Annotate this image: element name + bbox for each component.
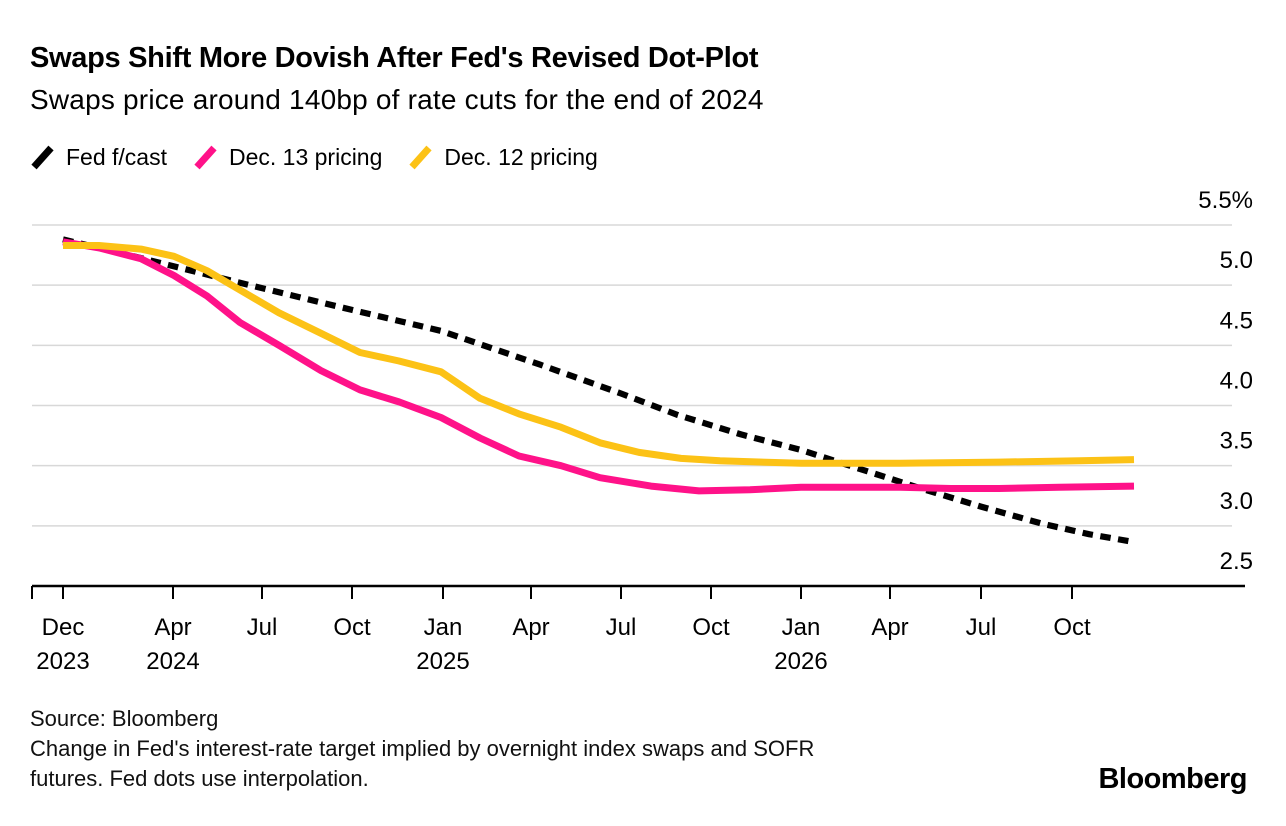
source-note: Source: Bloomberg [30,706,219,731]
fed-fcast-slash-icon [31,145,54,170]
chart-title: Swaps Shift More Dovish After Fed's Revi… [30,42,759,74]
footer: Source: Bloomberg Change in Fed's intere… [30,704,814,794]
x-axis-year-2026: 2026 [774,648,827,675]
x-axis-month-Jul: Jul [606,614,637,641]
legend-item-dec12-pricing: Dec. 12 pricing [408,144,598,171]
bloomberg-logo: Bloomberg [1098,763,1247,795]
fed-fcast-line [62,236,1132,545]
legend-label: Dec. 13 pricing [228,144,383,170]
x-axis-month-Dec: Dec [42,614,85,641]
x-axis-month-Jan: Jan [424,614,463,641]
x-axis-month-Oct: Oct [692,614,730,641]
y-axis-label-3: 3.0 [1220,488,1253,515]
x-axis-month-Apr: Apr [512,614,549,641]
x-axis-month-Oct: Oct [333,614,371,641]
dec12-pricing-slash-icon [409,145,433,170]
x-axis-month-Jul: Jul [247,614,278,641]
x-axis-month-Apr: Apr [871,614,908,641]
dec12-pricing-line [63,242,1135,467]
chart-subtitle: Swaps price around 140bp of rate cuts fo… [30,84,764,115]
footnote-line2: futures. Fed dots use interpolation. [30,766,369,791]
y-axis-label-3.5: 3.5 [1220,428,1253,455]
legend-label: Dec. 12 pricing [444,144,598,170]
y-axis-label-5.5: 5.5% [1198,187,1253,214]
footnote-line1: Change in Fed's interest-rate target imp… [30,736,815,761]
x-axis-year-2025: 2025 [416,648,469,675]
line-chart: 5.5% 5.0 4.5 4.0 3.5 3.0 2.5 Dec 2023 Apr 2024 Jul O… [31,187,1253,675]
legend-item-fed-fcast: Fed f/cast [30,144,167,171]
x-axis-month-Jan: Jan [782,614,821,641]
dec13-pricing-line [62,238,1135,495]
legend-item-dec13-pricing: Dec. 13 pricing [193,144,382,171]
legend-label: Fed f/cast [66,144,167,170]
y-axis-label-4.5: 4.5 [1220,307,1253,334]
legend: Fed f/cast Dec. 13 pricing Dec. 12 pricing [30,144,598,171]
y-axis-label-2.5: 2.5 [1220,548,1253,575]
x-axis-month-Oct: Oct [1053,614,1091,641]
x-axis-month-Jul: Jul [966,614,997,641]
x-axis-year-2023: 2023 [36,648,89,675]
y-axis-label-5: 5.0 [1220,247,1253,274]
x-axis-year-2024: 2024 [146,648,199,675]
dec13-pricing-slash-icon [194,145,217,170]
y-axis-label-4: 4.0 [1220,367,1253,394]
x-axis-month-Apr: Apr [154,614,191,641]
